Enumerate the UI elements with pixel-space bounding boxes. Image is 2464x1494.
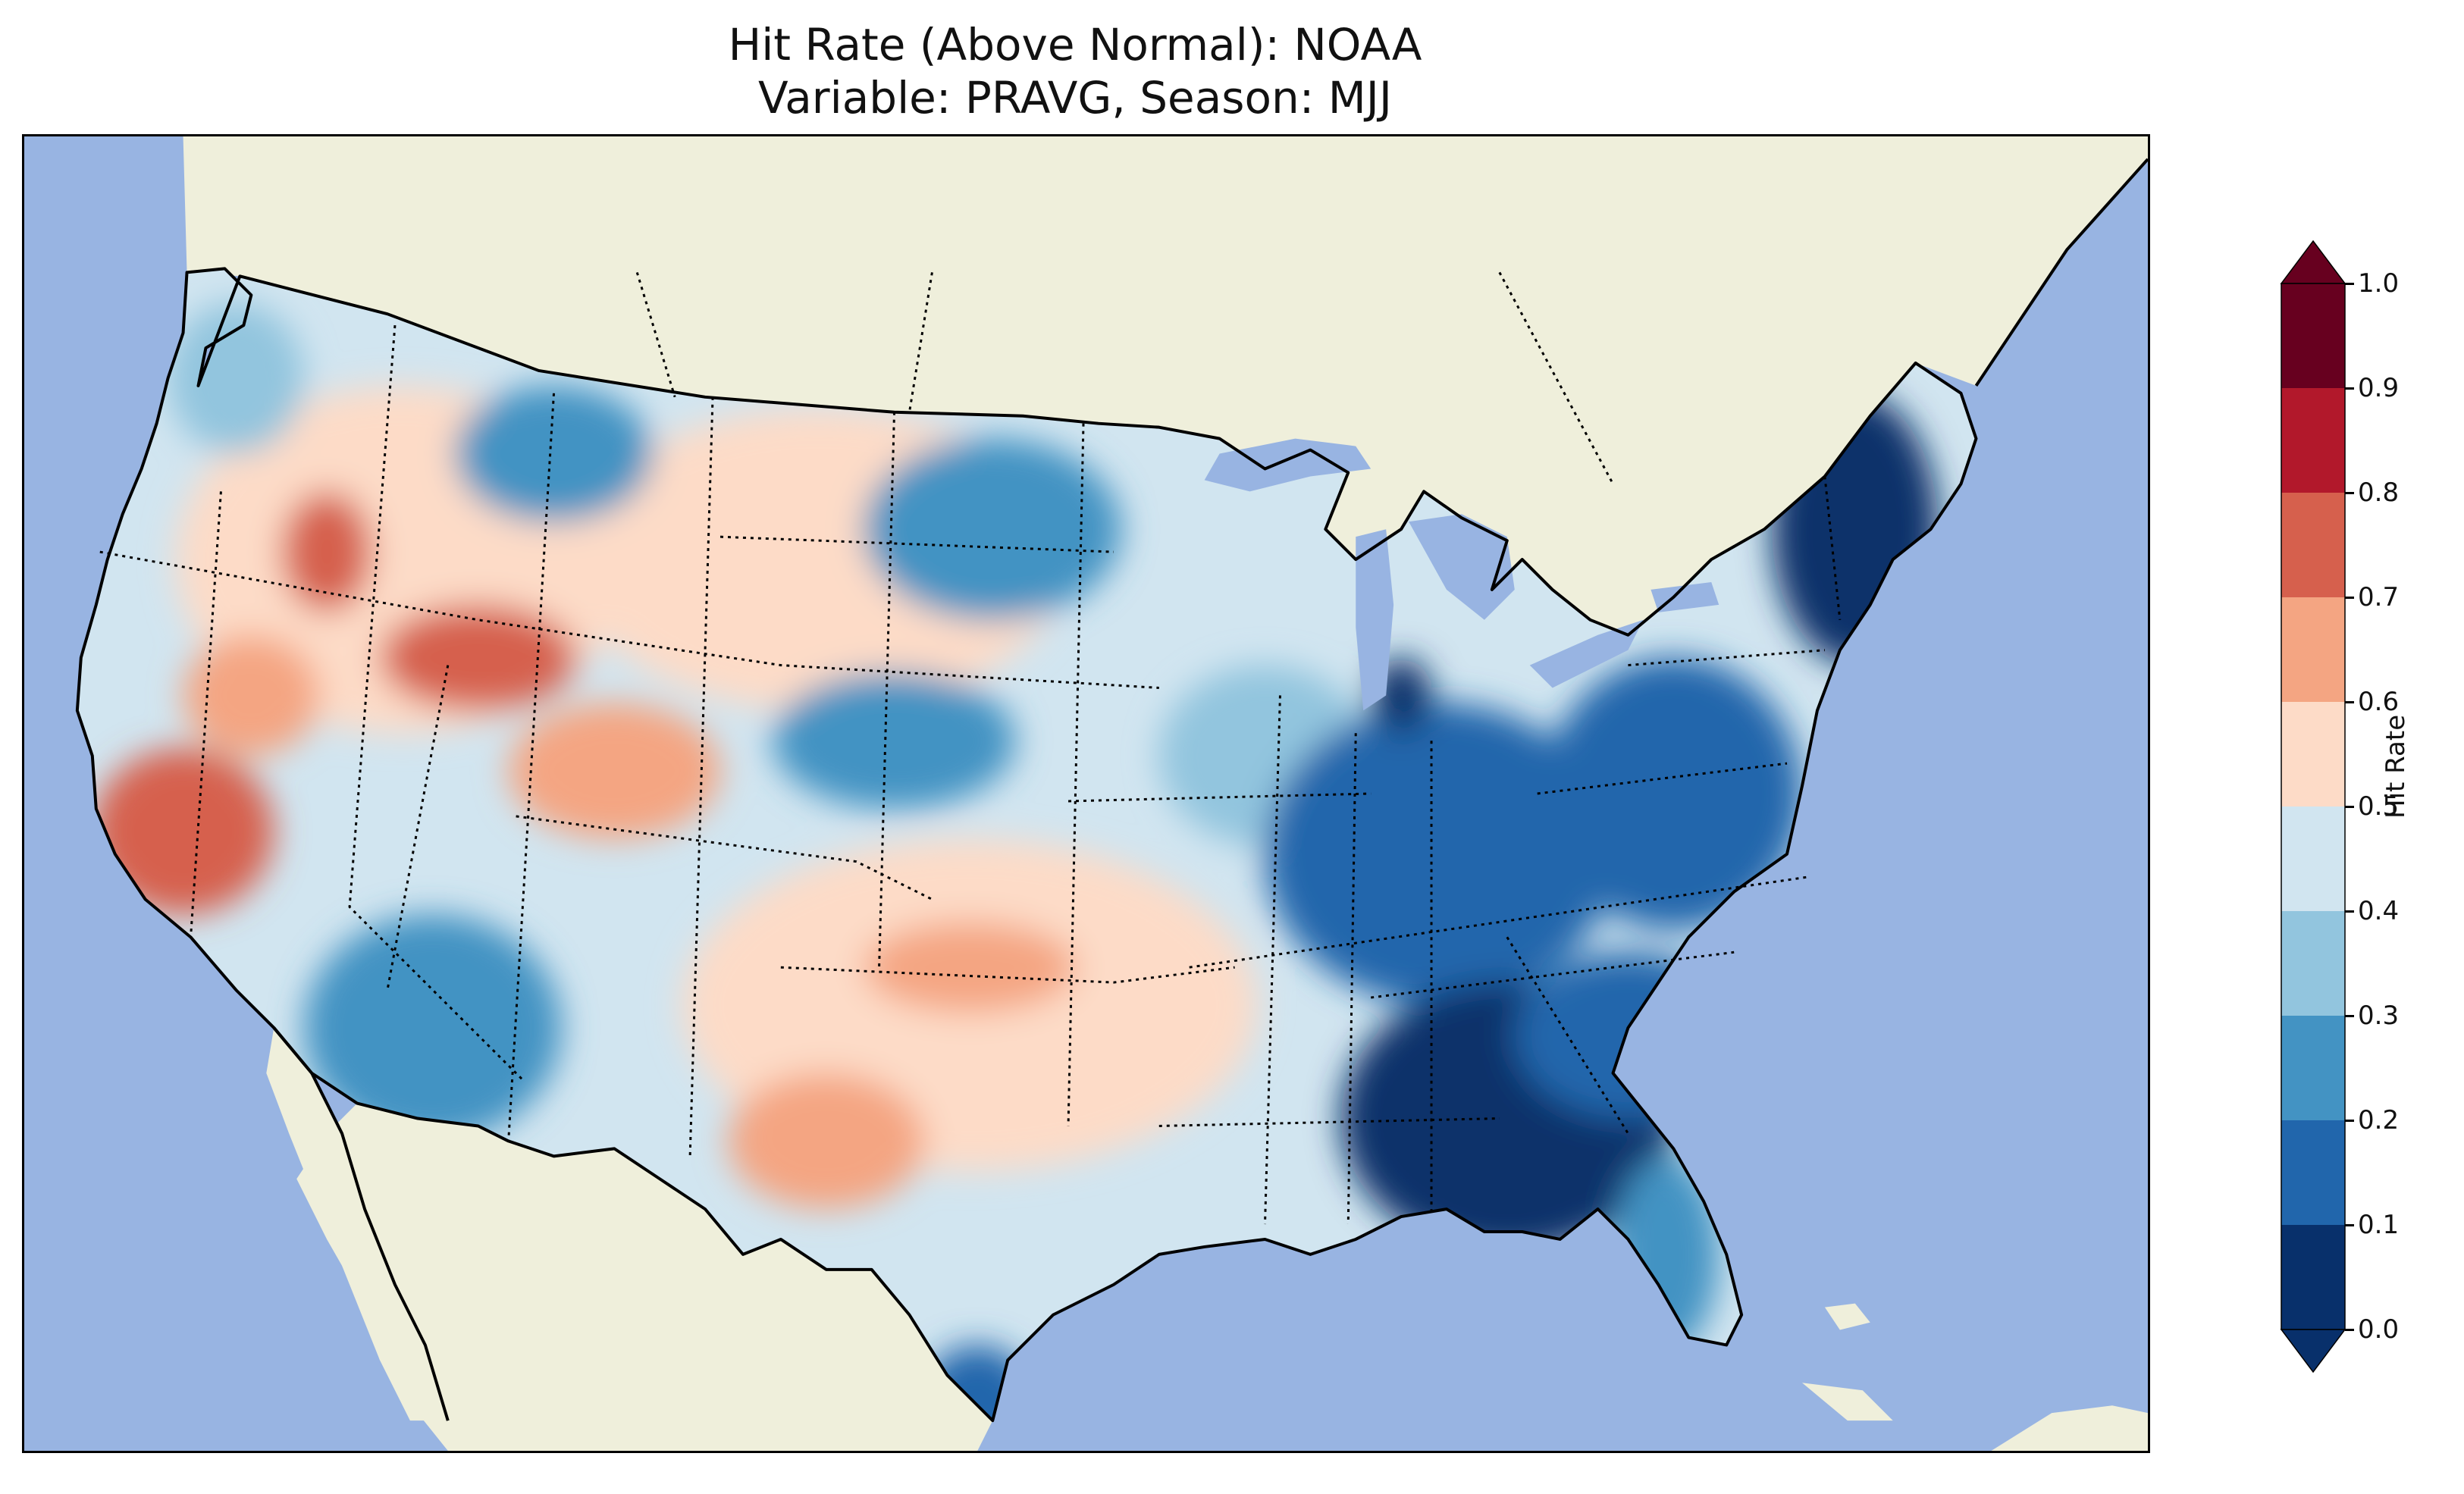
colorbar-tick-mark <box>2345 1224 2354 1226</box>
colorbar-tick-label: 0.0 <box>2358 1314 2400 1345</box>
field-minnesota <box>864 438 1121 620</box>
background-land <box>24 136 2148 1451</box>
map-panel <box>22 134 2150 1453</box>
colorbar-bin <box>2281 911 2345 1016</box>
colorbar-graphic <box>2280 240 2346 1373</box>
field-mid-atlantic <box>1544 657 1802 930</box>
state-borders <box>99 271 1842 1225</box>
colorbar-bin <box>2281 807 2345 911</box>
colorbar-tick-label: 0.1 <box>2358 1210 2400 1240</box>
field-oregon-hot <box>281 491 373 612</box>
colorbar-tick-mark <box>2345 283 2354 285</box>
field-montana <box>455 385 653 522</box>
colorbar-bin <box>2281 1120 2345 1225</box>
colorbar-tick-label: 0.7 <box>2358 582 2400 612</box>
colorbar-tick-label: 0.9 <box>2358 373 2400 403</box>
map-title-line-2: Variable: PRAVG, Season: MJJ <box>758 72 1392 124</box>
field-california <box>92 748 274 915</box>
colorbar-bin <box>2281 597 2345 702</box>
field-west-texas <box>728 1073 925 1210</box>
colorbar-tick-label: 0.6 <box>2358 687 2400 717</box>
colorbar-bins <box>2281 283 2346 1330</box>
colorbar-bin <box>2281 1016 2345 1120</box>
colorbar-tick-mark <box>2345 701 2354 703</box>
colorbar-tick-mark <box>2345 597 2354 599</box>
colorbar-extend-max <box>2280 240 2346 284</box>
colorbar-tick-mark <box>2345 492 2354 494</box>
field-utah <box>508 703 721 839</box>
field-washington <box>168 302 305 454</box>
colorbar-tick-label: 0.5 <box>2358 791 2400 822</box>
colorbar-tick-label: 1.0 <box>2358 268 2400 299</box>
colorbar-extend-min <box>2280 1329 2346 1373</box>
field-nebraska <box>773 672 1016 809</box>
colorbar-tick-label: 0.4 <box>2358 896 2400 926</box>
colorbar-tick-label: 0.8 <box>2358 478 2400 508</box>
colorbar-tick-mark <box>2345 910 2354 913</box>
great-lakes <box>1204 438 1719 711</box>
map-canvas <box>24 136 2148 1451</box>
field-idaho <box>379 604 577 711</box>
colorbar-tick-label: 0.2 <box>2358 1105 2400 1135</box>
colorbar-tick-mark <box>2345 1015 2354 1017</box>
field-oklahoma <box>864 922 1077 1013</box>
colorbar-tick-mark <box>2345 806 2354 808</box>
field-arizona <box>304 914 562 1142</box>
coastlines <box>75 158 2148 1423</box>
colorbar <box>2280 240 2346 1373</box>
map-title-line-1: Hit Rate (Above Normal): NOAA <box>728 19 1422 70</box>
field-nevada <box>183 634 320 756</box>
colorbar-tick-mark <box>2345 1120 2354 1122</box>
colorbar-bin <box>2281 1225 2345 1330</box>
colorbar-bin <box>2281 283 2345 388</box>
colorbar-bin <box>2281 702 2345 807</box>
colorbar-tick-mark <box>2345 387 2354 390</box>
colorbar-label: Hit Rate <box>2381 714 2411 819</box>
colorbar-tick-mark <box>2345 1329 2354 1331</box>
colorbar-tick-label: 0.3 <box>2358 1001 2400 1031</box>
colorbar-bin <box>2281 388 2345 493</box>
colorbar-bin <box>2281 493 2345 597</box>
